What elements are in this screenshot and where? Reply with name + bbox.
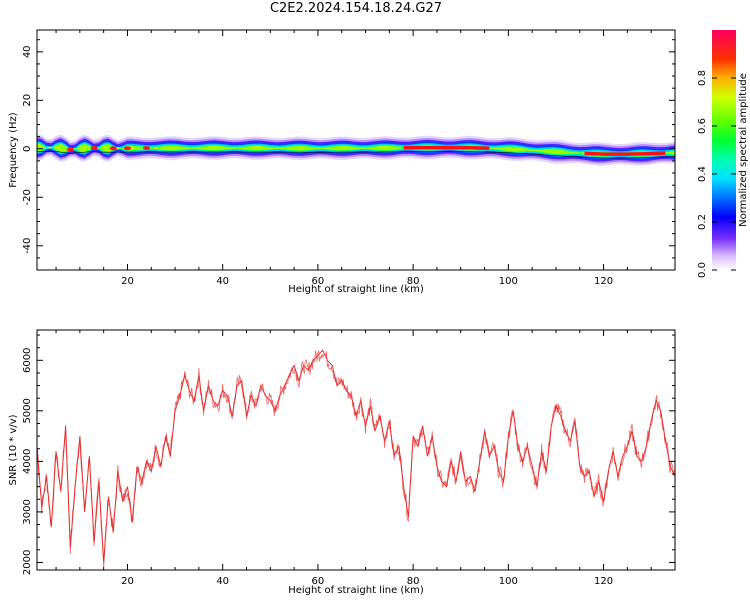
colorbar-tick-label: 0.0 xyxy=(697,262,708,278)
x-tick-label: 60 xyxy=(312,576,325,587)
y-tick-label: -40 xyxy=(22,238,33,254)
y-tick-label: 2000 xyxy=(22,550,33,575)
spectrogram-hotspot xyxy=(143,146,151,151)
y-tick-label: 40 xyxy=(22,45,33,58)
spectrogram-band xyxy=(37,133,675,166)
y-tick-label: 4000 xyxy=(22,449,33,474)
snr-series-line xyxy=(37,349,675,563)
spectrogram-ylabel: Frequency (Hz) xyxy=(8,112,19,188)
x-tick-label: 40 xyxy=(216,576,229,587)
spectrogram-hotspot xyxy=(90,145,98,150)
figure-title: C2E2.2024.154.18.24.G27 xyxy=(269,1,443,16)
x-tick-label: 100 xyxy=(499,576,518,587)
colorbar-tick-label: 0.8 xyxy=(697,70,708,86)
snr-series-group xyxy=(37,349,675,568)
x-tick-label: 40 xyxy=(216,276,229,287)
spectrogram-panel: 20 40 60 80 100 120 40 20 0 -20 -40 Height of stra… xyxy=(8,29,676,295)
spectrogram-band-core xyxy=(403,145,490,150)
y-tick-label: 5000 xyxy=(22,398,33,423)
x-tick-label: 80 xyxy=(407,276,420,287)
x-tick-label: 120 xyxy=(594,576,613,587)
colorbar-tick-label: 0.6 xyxy=(697,118,708,134)
spectrogram-hotspot xyxy=(109,146,117,151)
x-tick-label: 120 xyxy=(594,276,613,287)
spectrogram-frame xyxy=(36,29,676,271)
x-tick-label: 80 xyxy=(407,576,420,587)
x-tick-label: 20 xyxy=(121,576,134,587)
colorbar-gradient xyxy=(712,30,736,270)
snr-plot-area xyxy=(37,330,675,570)
colorbar-label: Normalized spectral amplitude xyxy=(738,73,749,227)
colorbar-tick-label: 0.4 xyxy=(697,166,708,182)
y-tick-label: 20 xyxy=(22,94,33,107)
snr-frame xyxy=(36,329,676,571)
spectrogram-xlabel: Height of straight line (km) xyxy=(288,284,424,295)
x-tick-label: 20 xyxy=(121,276,134,287)
spectrogram-band-core xyxy=(584,151,666,156)
x-tick-label: 60 xyxy=(312,276,325,287)
snr-ylabel: SNR (10 * v/v) xyxy=(8,414,19,485)
y-tick-label: 3000 xyxy=(22,499,33,524)
x-tick-label: 100 xyxy=(499,276,518,287)
spectrogram-center-line xyxy=(37,151,675,159)
snr-xlabel: Height of straight line (km) xyxy=(288,585,424,596)
colorbar-tick-label: 0.2 xyxy=(697,214,708,230)
y-tick-label: -20 xyxy=(22,189,33,205)
y-tick-label: 0 xyxy=(22,146,33,152)
spectrogram-band-layer xyxy=(37,142,675,158)
spectrogram-hotspot xyxy=(66,147,74,152)
y-tick-label: 6000 xyxy=(22,348,33,373)
spectrogram-hotspot xyxy=(123,146,131,151)
colorbar-ticks: 0.0 0.2 0.4 0.6 0.8 xyxy=(697,70,736,278)
snr-panel: 20 40 60 80 100 120 2000 3000 4000 5000 6000 Heigh… xyxy=(8,329,676,596)
colorbar: 0.0 0.2 0.4 0.6 0.8 Normalized spectral ampl… xyxy=(697,30,749,278)
